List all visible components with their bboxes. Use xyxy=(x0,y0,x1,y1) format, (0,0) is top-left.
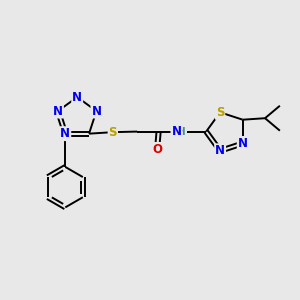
Text: N: N xyxy=(60,127,70,140)
Text: O: O xyxy=(152,143,162,156)
Text: N: N xyxy=(171,125,182,138)
Text: H: H xyxy=(177,127,186,136)
Text: N: N xyxy=(215,144,225,157)
Text: N: N xyxy=(92,105,101,118)
Text: S: S xyxy=(109,126,117,139)
Text: N: N xyxy=(238,137,248,150)
Text: S: S xyxy=(216,106,224,119)
Text: N: N xyxy=(72,91,82,103)
Text: N: N xyxy=(53,105,63,118)
